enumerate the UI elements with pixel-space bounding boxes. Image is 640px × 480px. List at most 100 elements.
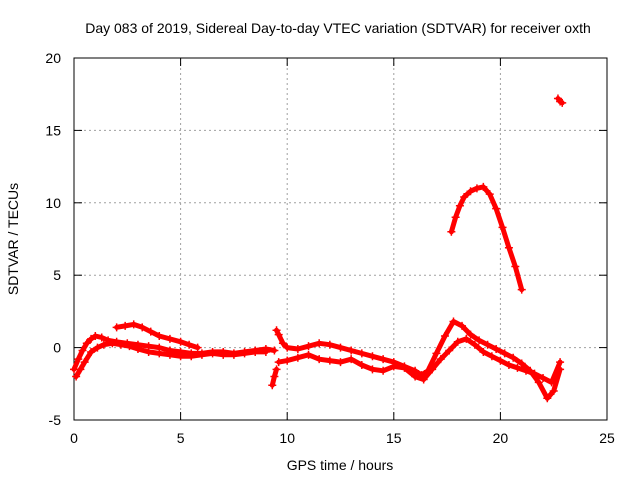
data-point — [112, 323, 121, 332]
data-point — [274, 330, 283, 339]
data-point — [447, 227, 456, 236]
data-point — [462, 334, 471, 343]
data-point — [517, 359, 526, 368]
x-tick-label: 0 — [70, 430, 78, 446]
data-point — [534, 378, 543, 387]
data-point — [357, 360, 366, 369]
data-point — [498, 223, 507, 232]
data-point — [315, 339, 324, 348]
data-point — [379, 355, 388, 364]
data-point — [419, 375, 428, 384]
data-point — [357, 349, 366, 358]
data-point — [509, 353, 518, 362]
data-point — [472, 184, 481, 193]
data-point — [556, 358, 565, 367]
data-point — [272, 326, 281, 335]
data-point — [458, 321, 467, 330]
data-point — [208, 349, 217, 358]
y-tick-labels: -5 0 5 10 15 20 — [45, 50, 61, 428]
series-trail — [274, 319, 563, 401]
data-point — [479, 347, 488, 356]
data-point — [475, 336, 484, 345]
data-point — [304, 350, 313, 359]
data-point — [451, 213, 460, 222]
data-point — [108, 339, 117, 348]
axis-ticks — [73, 57, 608, 421]
data-point — [428, 365, 437, 374]
data-point — [511, 262, 520, 271]
data-point — [270, 346, 279, 355]
y-tick-label: 5 — [53, 267, 61, 283]
x-tick-label: 15 — [386, 430, 402, 446]
x-tick-labels: 0 5 10 15 20 25 — [70, 430, 615, 446]
data-point — [513, 363, 522, 372]
data-point — [347, 355, 356, 364]
data-point — [379, 366, 388, 375]
data-point — [496, 356, 505, 365]
data-point — [99, 340, 108, 349]
data-point — [504, 243, 513, 252]
data-point — [368, 365, 377, 374]
x-axis-label: GPS time / hours — [287, 457, 394, 473]
series-trace-e — [274, 334, 565, 387]
data-point — [504, 360, 513, 369]
data-point — [176, 337, 185, 346]
data-point — [229, 350, 238, 359]
y-tick-label: 10 — [45, 195, 61, 211]
data-point — [133, 345, 142, 354]
data-point — [389, 362, 398, 371]
data-point — [91, 332, 100, 341]
data-point — [485, 190, 494, 199]
plot-frame — [73, 57, 608, 421]
data-point — [466, 330, 475, 339]
data-point — [80, 358, 89, 367]
data-point — [547, 378, 556, 387]
data-point — [261, 347, 270, 356]
data-point — [155, 332, 164, 341]
data-point — [219, 350, 228, 359]
data-point — [278, 339, 287, 348]
data-point — [460, 193, 469, 202]
data-point — [283, 343, 292, 352]
data-point — [315, 355, 324, 364]
series-trail — [73, 340, 269, 380]
data-point — [116, 340, 125, 349]
data-point — [240, 349, 249, 358]
data-point — [479, 182, 488, 191]
data-point — [411, 372, 420, 381]
data-point — [187, 352, 196, 361]
data-point — [272, 365, 281, 374]
data-point — [530, 369, 539, 378]
data-point — [304, 342, 313, 351]
data-point — [165, 350, 174, 359]
data-point — [274, 358, 283, 367]
data-point — [432, 349, 441, 358]
series-trace-d — [272, 317, 565, 403]
series-trace-c — [112, 320, 202, 352]
data-point — [440, 332, 449, 341]
data-point — [539, 374, 548, 383]
data-point — [492, 345, 501, 354]
data-point — [455, 201, 464, 210]
data-point — [400, 363, 409, 372]
data-point — [138, 323, 147, 332]
data-point — [97, 333, 106, 342]
data-point — [449, 317, 458, 326]
series-trail — [448, 184, 525, 293]
y-tick-label: 15 — [45, 122, 61, 138]
data-point — [470, 340, 479, 349]
data-point — [176, 352, 185, 361]
data-point — [336, 343, 345, 352]
y-tick-label: 0 — [53, 340, 61, 356]
data-point — [87, 347, 96, 356]
data-point — [82, 339, 91, 348]
x-tick-label: 25 — [599, 430, 615, 446]
x-tick-label: 5 — [177, 430, 185, 446]
data-point — [125, 342, 134, 351]
series-trace-h — [553, 94, 567, 107]
data-point — [87, 334, 96, 343]
data-point — [72, 372, 81, 381]
data-point — [325, 340, 334, 349]
data-point — [453, 337, 462, 346]
